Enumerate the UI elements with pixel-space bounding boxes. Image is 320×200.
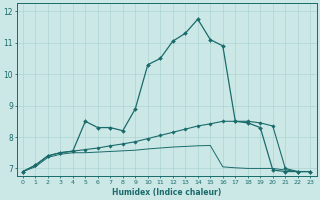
X-axis label: Humidex (Indice chaleur): Humidex (Indice chaleur) <box>112 188 221 197</box>
